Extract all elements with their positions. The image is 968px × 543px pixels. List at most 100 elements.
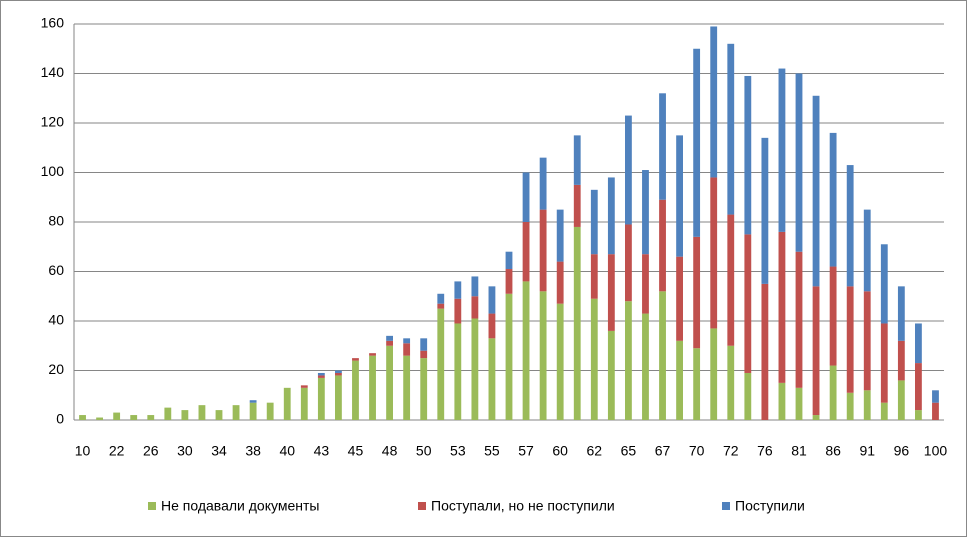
bar-segment (539, 291, 547, 420)
bar-segment (79, 415, 86, 420)
bar-segment (727, 43, 735, 215)
x-tick-label: 91 (859, 443, 875, 459)
bar-segment (232, 405, 240, 420)
bar-segment (863, 291, 871, 391)
bar-segment (488, 313, 496, 339)
bar-segment (471, 318, 479, 420)
bar-segment (130, 415, 138, 420)
bar-segment (829, 132, 837, 267)
bar-segment (897, 340, 905, 381)
bar-segment (744, 234, 752, 373)
bar-segment (863, 209, 871, 292)
x-tick-label: 67 (655, 443, 671, 459)
legend-label: Не подавали документы (161, 498, 319, 514)
bar-segment (812, 95, 820, 287)
bar-segment (727, 345, 735, 420)
bar-segment (352, 360, 359, 420)
x-tick-label: 26 (143, 443, 159, 459)
bar-segment (880, 244, 888, 324)
x-tick-label: 81 (791, 443, 807, 459)
bar-segment (556, 303, 564, 420)
bar-segment (915, 363, 922, 411)
bar-segment (386, 345, 393, 420)
bar-segment (522, 172, 530, 222)
bar-segment (795, 73, 803, 252)
bar-segment (488, 338, 496, 420)
x-tick-label: 48 (382, 443, 398, 459)
bar-segment (625, 115, 632, 225)
bar-segment (573, 184, 581, 227)
bar-segment (317, 375, 325, 378)
bar-segment (897, 380, 905, 420)
x-tick-label: 76 (757, 443, 773, 459)
y-tick-label: 60 (48, 262, 64, 278)
bar-segment (710, 26, 718, 178)
x-tick-label: 43 (314, 443, 330, 459)
bar-segment (420, 338, 428, 351)
bar-segment (676, 256, 683, 341)
bar-segment (880, 323, 888, 403)
legend-swatch (148, 502, 156, 510)
x-tick-label: 38 (245, 443, 261, 459)
bar-segment (317, 372, 325, 376)
bar-segment (846, 286, 854, 393)
bar-segment (642, 170, 649, 255)
bar-segment (471, 276, 479, 297)
bar-segment (710, 177, 718, 329)
bar-segment (386, 335, 393, 341)
x-tick-label: 53 (450, 443, 466, 459)
x-tick-label: 72 (723, 443, 739, 459)
bar-segment (607, 254, 615, 331)
bar-segment (829, 365, 837, 420)
y-tick-label: 120 (41, 114, 65, 130)
bar-segment (744, 372, 752, 420)
bar-segment (386, 340, 393, 346)
bar-segment (676, 135, 683, 257)
bar-segment (590, 298, 598, 420)
y-tick-label: 20 (48, 361, 64, 377)
bar-segment (403, 343, 411, 356)
bar-segment (369, 355, 376, 420)
x-tick-label: 96 (894, 443, 910, 459)
bar-segment (795, 387, 803, 420)
y-tick-label: 40 (48, 312, 64, 328)
x-tick-label: 60 (552, 443, 568, 459)
bar-segment (266, 402, 274, 420)
bar-segment (573, 226, 581, 420)
y-tick-label: 0 (56, 411, 64, 427)
bar-segment (96, 417, 103, 420)
bar-segment (556, 261, 564, 304)
bar-segment (198, 405, 206, 420)
bar-segment (522, 222, 530, 282)
bar-segment (590, 254, 598, 299)
bar-segment (505, 269, 513, 294)
x-tick-label: 40 (279, 443, 295, 459)
bar-segment (181, 410, 189, 420)
bar-segment (693, 236, 701, 349)
bar-segment (863, 390, 871, 420)
bar-segment (335, 375, 342, 420)
bar-segment (369, 353, 376, 356)
bar-segment (420, 350, 428, 359)
bar-segment (932, 390, 939, 403)
bar-segment (829, 266, 837, 366)
bar-segment (437, 308, 445, 420)
bar-segment (897, 286, 905, 341)
bar-segment (915, 323, 922, 364)
x-tick-label: 65 (621, 443, 637, 459)
bar-segment (880, 402, 888, 420)
bar-segment (522, 281, 530, 420)
bar-segment (932, 402, 939, 420)
bar-segment (778, 68, 786, 232)
legend-label: Поступили (735, 498, 805, 514)
bar-segment (403, 355, 411, 420)
y-tick-label: 80 (48, 213, 64, 229)
bar-segment (215, 410, 223, 420)
bar-segment (420, 358, 428, 420)
bar-segment (590, 189, 598, 255)
bar-segment (693, 348, 701, 420)
bar-segment (761, 137, 769, 284)
x-tick-label: 10 (75, 443, 91, 459)
bar-segment (300, 385, 308, 388)
